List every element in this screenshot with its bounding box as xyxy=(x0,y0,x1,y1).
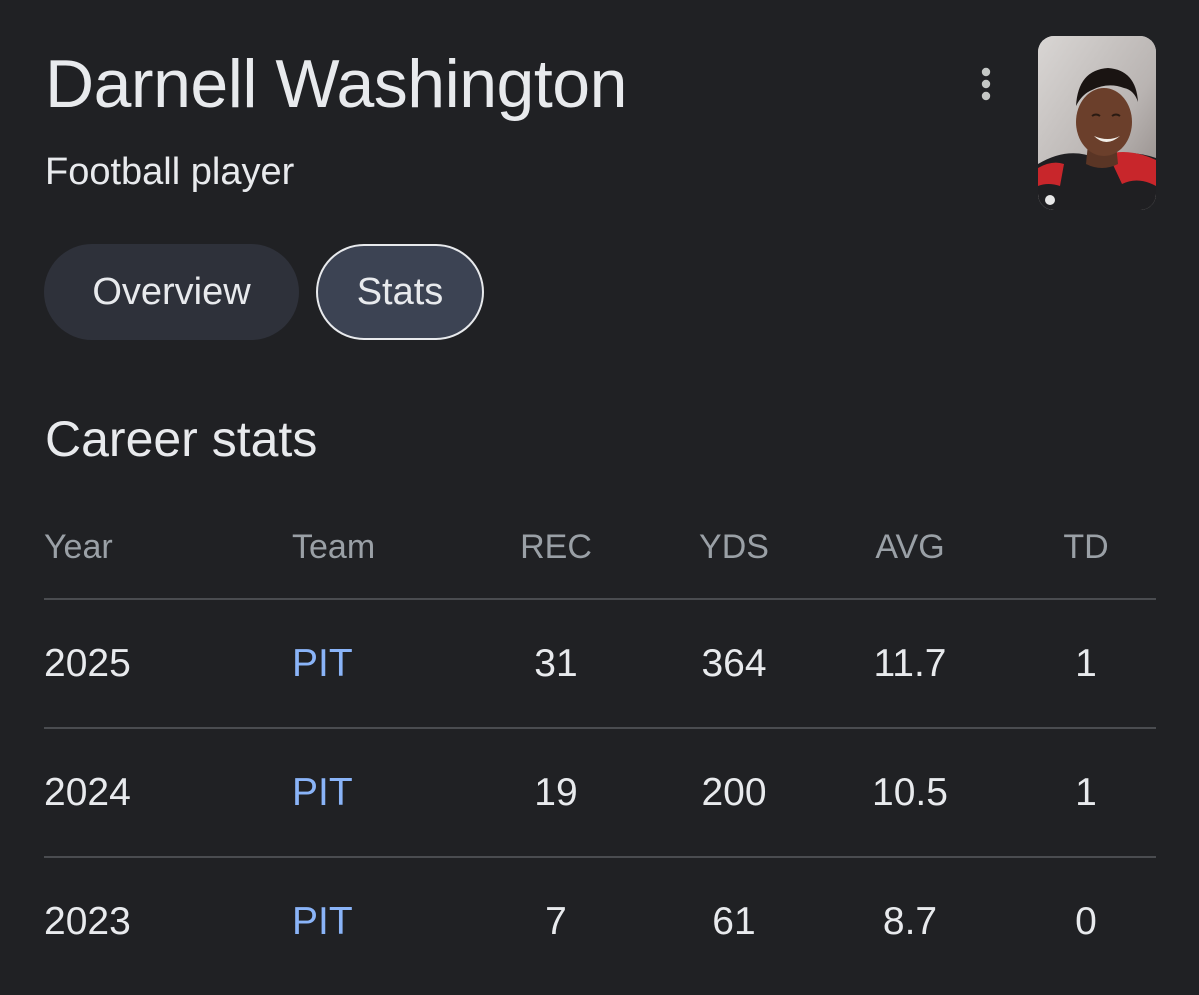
more-vert-icon xyxy=(981,67,991,101)
table-row: 2025 PIT 31 364 11.7 1 xyxy=(44,600,1156,729)
cell-yds: 61 xyxy=(712,899,756,943)
cell-avg: 11.7 xyxy=(873,641,947,685)
header-team: Team xyxy=(292,527,376,566)
career-stats-table: Year Team REC YDS AVG TD 2025 PIT 31 364… xyxy=(44,512,1156,985)
cell-td: 0 xyxy=(1075,899,1097,943)
cell-td: 1 xyxy=(1075,770,1097,814)
header-year: Year xyxy=(44,527,113,566)
player-name: Darnell Washington xyxy=(45,46,627,122)
cell-team-link[interactable]: PIT xyxy=(292,899,353,943)
player-photo[interactable] xyxy=(1038,36,1156,210)
cell-rec: 31 xyxy=(534,641,578,685)
cell-year: 2023 xyxy=(44,899,131,943)
cell-team-link[interactable]: PIT xyxy=(292,770,353,814)
tab-stats[interactable]: Stats xyxy=(316,244,484,340)
section-title: Career stats xyxy=(45,411,318,467)
cell-yds: 364 xyxy=(701,641,767,685)
header-rec: REC xyxy=(520,527,592,566)
cell-year: 2024 xyxy=(44,770,131,814)
header-yds: YDS xyxy=(699,527,769,566)
table-row: 2023 PIT 7 61 8.7 0 xyxy=(44,858,1156,985)
cell-avg: 10.5 xyxy=(872,770,948,814)
cell-yds: 200 xyxy=(701,770,767,814)
cell-rec: 19 xyxy=(534,770,578,814)
cell-td: 1 xyxy=(1075,641,1097,685)
header-td: TD xyxy=(1063,527,1109,566)
player-photo-image xyxy=(1038,36,1156,210)
tab-overview[interactable]: Overview xyxy=(44,244,299,340)
more-options-button[interactable] xyxy=(966,64,1006,104)
cell-year: 2025 xyxy=(44,641,131,685)
cell-team-link[interactable]: PIT xyxy=(292,641,353,685)
cell-avg: 8.7 xyxy=(882,899,938,943)
table-header: Year Team REC YDS AVG TD xyxy=(44,512,1156,600)
cell-rec: 7 xyxy=(545,899,567,943)
header-avg: AVG xyxy=(875,527,945,566)
table-row: 2024 PIT 19 200 10.5 1 xyxy=(44,729,1156,858)
player-subtitle: Football player xyxy=(45,151,295,193)
